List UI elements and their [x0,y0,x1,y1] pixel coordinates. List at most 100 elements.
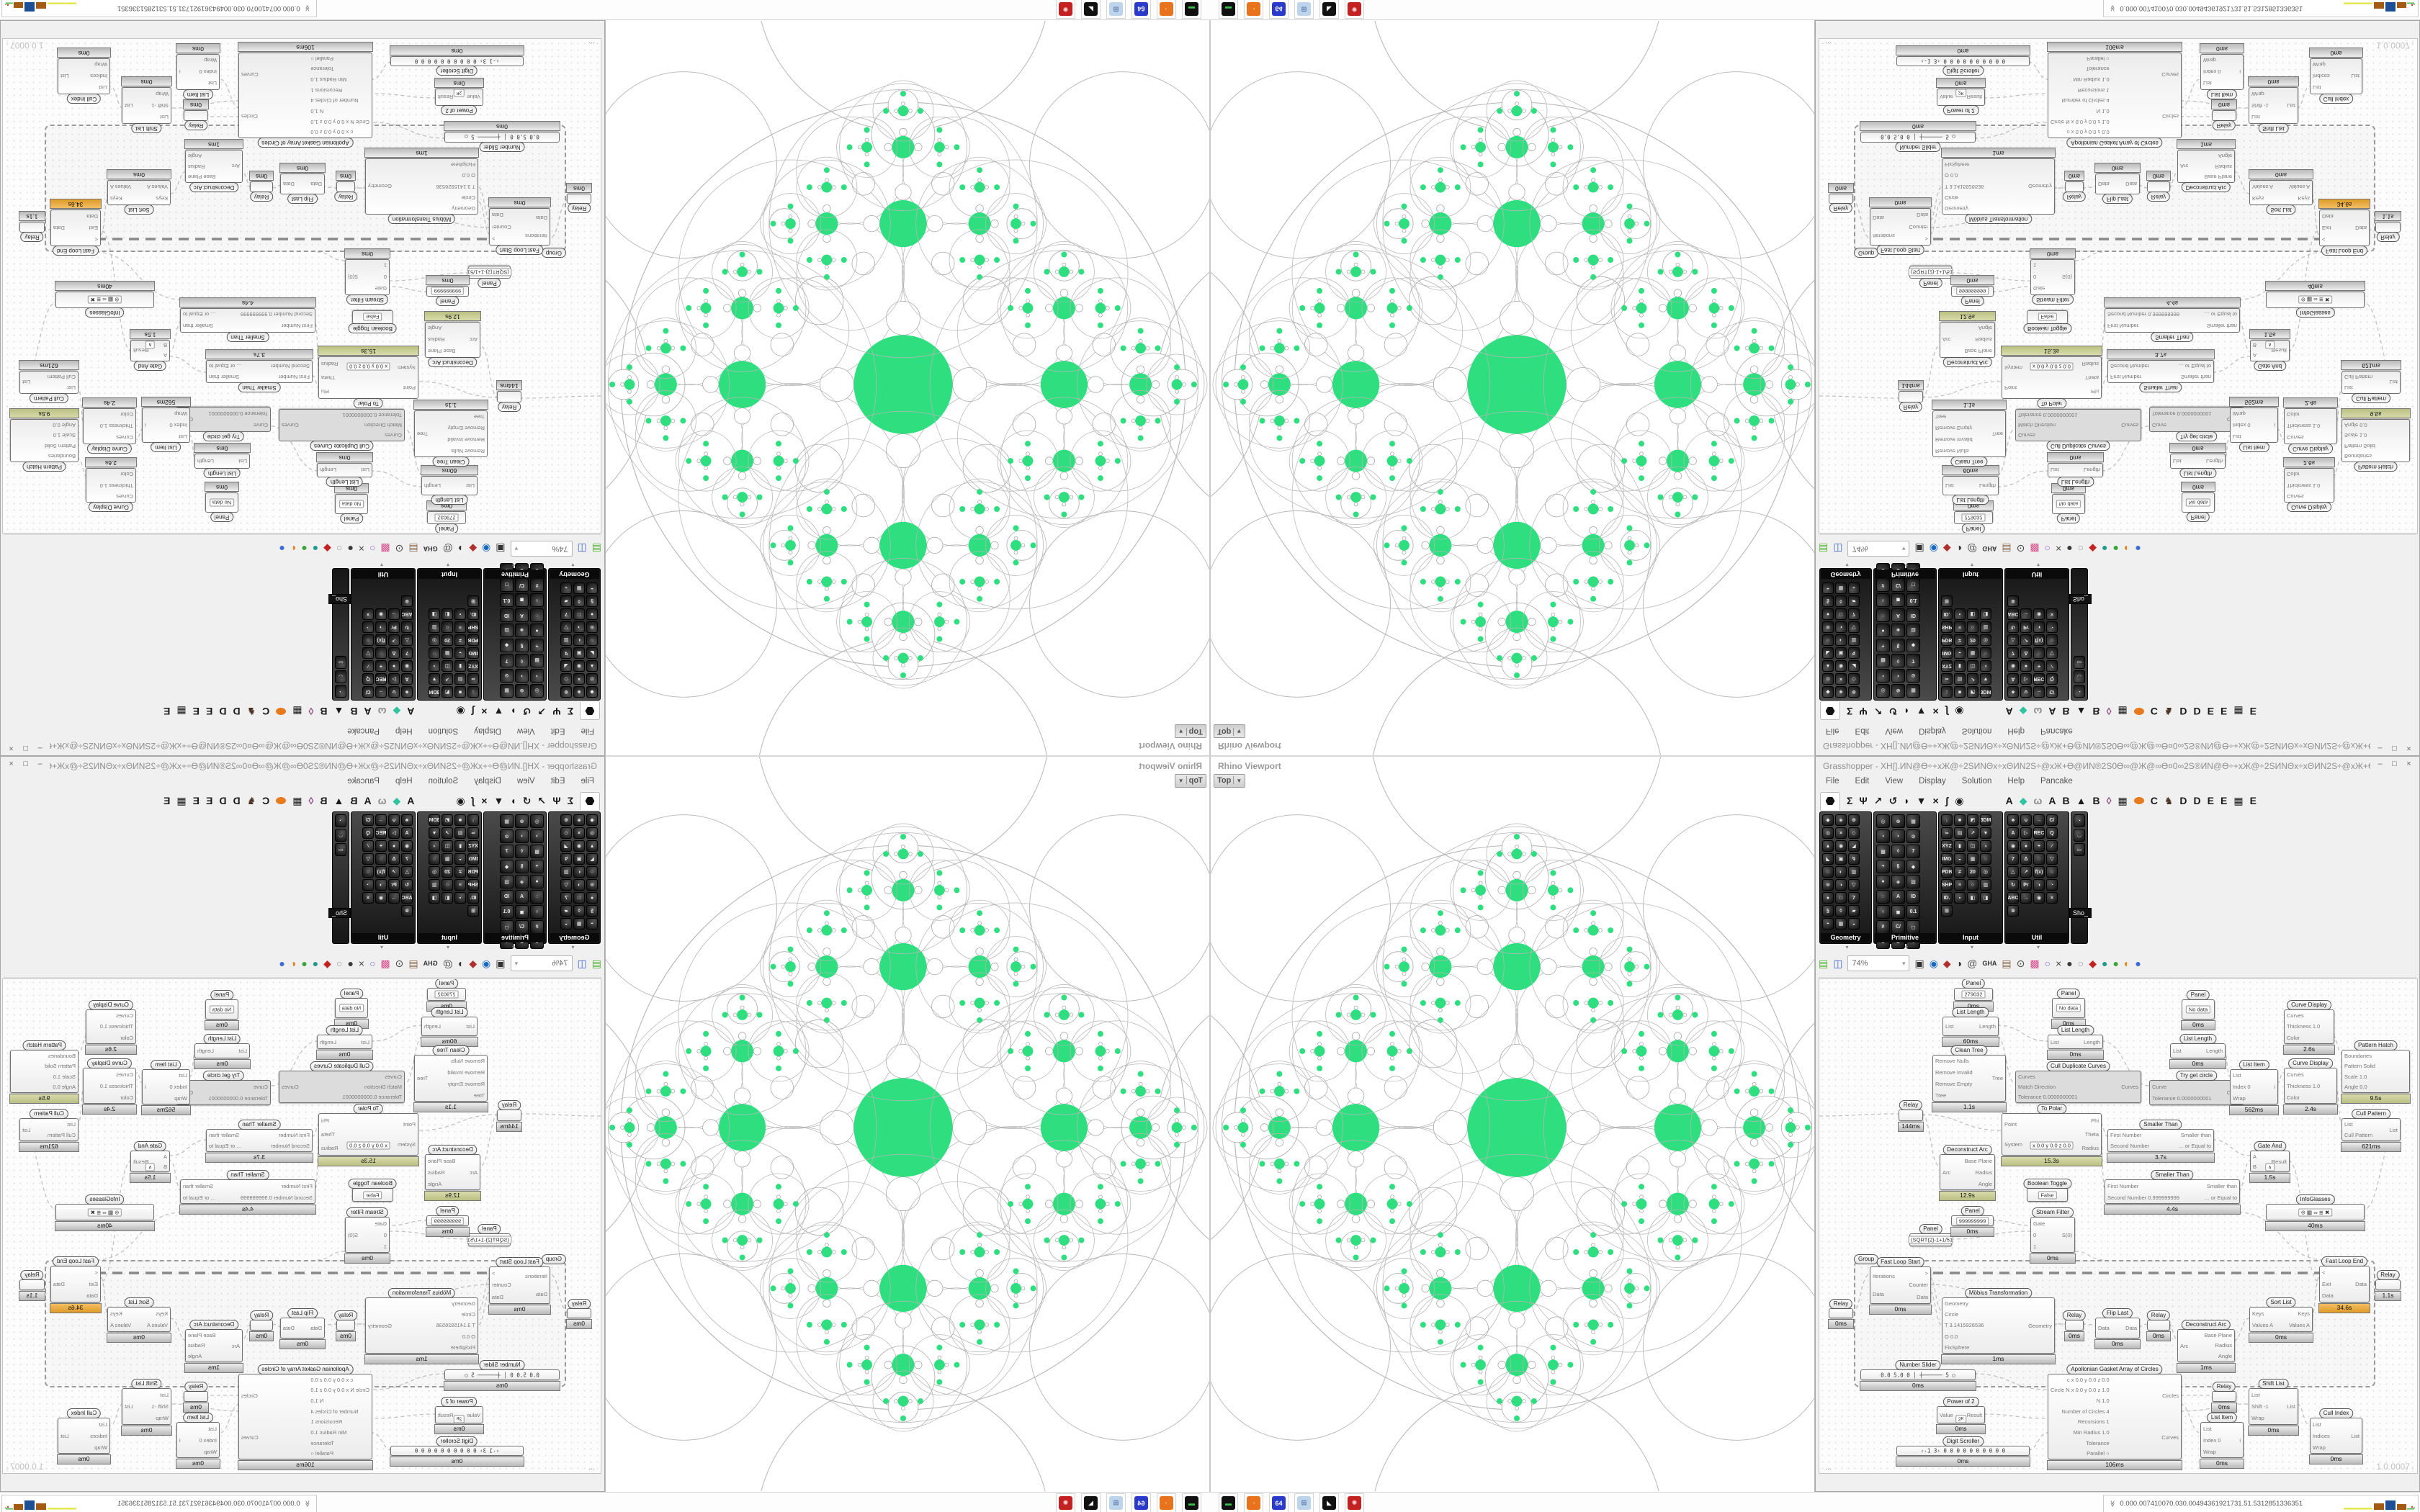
port-in[interactable]: Circle N x 0.0 y 0.0 z 1.0 [310,1387,369,1394]
port-out[interactable]: S(0) [348,274,359,281]
port-in[interactable]: Wrap [2251,90,2264,97]
save-file-icon[interactable]: ◫ [1833,543,1843,554]
palette-icon[interactable]: 7 [500,654,514,667]
port-in[interactable]: Wrap [2203,1448,2216,1455]
port-out[interactable]: Tree [1991,431,2003,437]
palette-icon[interactable]: ◢ [1848,660,1860,672]
port-in[interactable]: Arc [231,163,240,170]
port-out[interactable]: Phi [321,1117,329,1124]
palette-icon[interactable]: ↗ [388,634,400,646]
port-in[interactable]: First Number [281,1182,313,1189]
palette-icon[interactable]: → [388,608,400,620]
port-in[interactable]: Angle 0.0 [2344,1084,2367,1091]
port-in[interactable]: Second Number 0.999999999 [2107,311,2180,318]
palette-icon[interactable]: ○ [362,634,374,646]
port-out[interactable]: Counter [492,1282,511,1289]
palette-icon[interactable]: ↗ [2020,866,2032,878]
port-in[interactable]: Curves [116,1012,133,1020]
palette-icon[interactable]: ID. [467,892,479,904]
port-in[interactable]: T 3.1415926536 [1945,183,1984,190]
palette-icon[interactable]: ○ [1822,866,1834,878]
zoom-extents-icon[interactable]: ▣ [496,543,506,554]
port-in[interactable]: List [2203,1425,2212,1432]
node-clean-tree[interactable]: Clean Tree Remove Nulls Remove Invalid Remo… [413,1045,488,1112]
close-button[interactable]: × [7,744,14,752]
port-in[interactable]: N 1.0 [2096,107,2110,114]
port-in[interactable]: Geometry [452,1300,475,1308]
palette-icon[interactable]: ○ [442,879,453,891]
palette-icon[interactable]: ◑ [573,621,585,633]
palette-icon[interactable]: ◌ [530,608,544,622]
port-in[interactable]: Keys [156,195,168,202]
port-in[interactable]: Value [467,94,480,101]
port-in[interactable]: Second Number [270,363,310,369]
palette-icon[interactable]: PDB [467,866,479,878]
port-in[interactable]: Arc [2180,163,2189,170]
port-in[interactable]: Color [120,411,133,418]
close-button[interactable]: × [7,760,14,768]
port-in[interactable]: Arc [469,336,478,343]
red-box-icon[interactable]: ◆ [323,958,331,969]
palette-icon[interactable]: 0.1 [500,905,514,919]
palette-icon[interactable]: △ [2007,866,2019,878]
node-infoglasses[interactable]: InfoGlasses ⊜ ▦ ∞ ≣ ✖ 40ms [2265,281,2365,318]
tab-display[interactable]: ◉ [1955,706,1964,717]
node-value[interactable]: False [363,313,382,321]
port-in[interactable]: Curves [116,434,133,441]
port-out[interactable]: Radius [188,1342,205,1349]
node-smaller-than[interactable]: Smaller Than First Number Second Number 0.… [179,297,316,342]
port-in[interactable]: Wrap [174,1094,187,1102]
palette-icon[interactable]: 7 [1906,845,1920,858]
node-flip-last[interactable]: Flip Last Data Data 0ms [279,1308,326,1349]
palette-icon[interactable]: △ [401,634,413,646]
port-out[interactable]: Geometry [2028,183,2052,190]
port-out[interactable]: Base Plane [428,348,456,355]
port-in[interactable]: c x 0.0 y 0.0 z 0.0 [310,129,354,136]
gha-icon[interactable]: GHA [423,545,438,552]
palette-icon[interactable]: ▦ [442,647,453,659]
plugin-tab-8[interactable]: ▦ [292,706,302,717]
node-gate-and[interactable]: Gate And A B Result ∧ 1.5s [130,329,171,371]
port-in[interactable]: Data [536,215,547,221]
calculator-icon[interactable]: ⊞ [1294,0,1314,19]
port-in[interactable]: FixSphere [450,161,475,168]
palette-icon[interactable]: ● [388,840,400,852]
tab-vector[interactable]: ↗ [537,706,547,717]
port-in[interactable]: Pattern Solid [45,442,76,449]
node-relay[interactable]: Relay 144ms [496,1100,522,1132]
palette-icon[interactable]: ▦ [500,684,514,698]
port-out[interactable]: Keys [2298,195,2310,202]
port-in[interactable]: Remove Empty [447,1080,485,1087]
palette-icon[interactable]: ▥ [560,866,572,878]
port-in[interactable]: Wrap [156,1415,169,1422]
port-in[interactable]: Recursions 1 [2077,86,2110,94]
node-cull-duplicate-curves[interactable]: Cull Duplicate Curves Curves Match Directi… [2015,409,2141,451]
plugin-tab-15[interactable]: E [192,795,200,806]
palette-icon[interactable]: ↯ [1848,853,1860,865]
calculator-icon[interactable]: ⊞ [1106,0,1126,19]
palette-icon[interactable]: ▪ [1954,608,1966,620]
palette-icon[interactable]: ◫ [442,660,453,672]
node-clean-tree[interactable]: Clean Tree Remove Nulls Remove Invalid Remo… [413,400,488,467]
palette-icon[interactable]: ≠ [454,634,466,646]
chevron-down-icon[interactable]: ▼ [1236,778,1242,784]
plugin-tab-ellipse-icon[interactable] [2133,708,2144,715]
palette-icon[interactable]: ◆ [1822,686,1834,698]
port-in[interactable]: List [99,1421,107,1428]
port-out[interactable]: > [1924,1269,1928,1277]
palette-icon[interactable]: ABC [2007,608,2019,620]
palette-icon[interactable]: ▪ [454,892,466,904]
palette-icon[interactable]: + [530,860,544,873]
port-in[interactable]: List [160,1391,169,1398]
port-in[interactable]: FixSphere [1945,1344,1970,1351]
plugin-tab-12[interactable]: D [233,795,241,806]
port-in[interactable]: Value [1940,1411,1953,1418]
palette-icon[interactable]: ↯ [560,853,572,865]
node-gate-and[interactable]: Gate And A B Result ∧ 1.5s [2249,1141,2290,1183]
port-in[interactable]: First Number [2110,374,2142,380]
port-out[interactable]: Curves [2161,1434,2179,1441]
blue-ball-icon[interactable]: ● [279,543,285,554]
port-out[interactable]: > [1924,235,1928,243]
palette-icon[interactable]: ▥ [1980,621,1991,633]
node-smaller-than[interactable]: Smaller Than First Number Second Number Sma… [205,1120,313,1163]
